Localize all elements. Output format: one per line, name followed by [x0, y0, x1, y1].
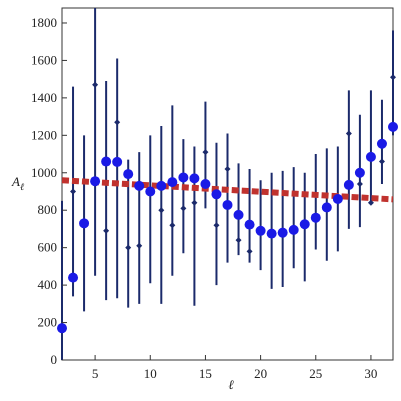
center-mark — [390, 74, 396, 81]
center-mark — [235, 237, 242, 244]
y-axis-title: Aℓ — [11, 174, 24, 193]
data-point — [388, 121, 398, 132]
data-point — [310, 212, 321, 223]
center-mark — [367, 199, 374, 206]
data-point — [57, 323, 67, 334]
data-point — [112, 156, 123, 167]
x-tick-label: 5 — [92, 366, 99, 381]
center-mark — [378, 158, 385, 165]
y-tick-label: 1800 — [31, 15, 57, 30]
y-tick-label: 800 — [38, 202, 58, 217]
center-mark — [191, 199, 198, 206]
center-mark — [136, 242, 143, 249]
data-point — [255, 225, 266, 236]
data-point — [145, 186, 156, 197]
data-point — [332, 193, 343, 204]
data-point — [156, 180, 167, 191]
x-axis-title: ℓ — [228, 377, 234, 392]
center-mark — [246, 248, 253, 255]
data-point — [343, 179, 354, 190]
data-point — [244, 219, 255, 230]
data-point — [277, 227, 288, 238]
y-tick-label: 600 — [38, 240, 58, 255]
y-axis-title-sub: ℓ — [20, 182, 24, 193]
error-bars — [61, 8, 394, 360]
data-point — [211, 189, 222, 200]
data-point — [134, 180, 145, 191]
data-point — [79, 218, 90, 229]
y-tick-label: 400 — [38, 277, 58, 292]
data-point — [266, 228, 277, 239]
y-tick-label: 1000 — [31, 165, 57, 180]
y-tick-label: 1600 — [31, 52, 57, 67]
data-point — [376, 138, 387, 149]
data-point — [299, 219, 310, 230]
center-mark — [92, 81, 99, 88]
x-tick-label: 20 — [254, 366, 267, 381]
data-point — [90, 176, 101, 187]
data-point — [189, 173, 200, 184]
center-mark — [345, 130, 352, 137]
data-point — [222, 199, 233, 210]
center-mark — [70, 188, 77, 195]
center-mark — [180, 205, 187, 212]
x-tick-label: 10 — [144, 366, 157, 381]
center-marks — [70, 74, 396, 255]
y-tick-label: 200 — [38, 315, 58, 330]
data-point — [101, 156, 112, 167]
data-point — [200, 179, 211, 189]
y-tick-label: 1200 — [31, 127, 57, 142]
x-tick-label: 15 — [199, 366, 212, 381]
plot-frame — [61, 7, 394, 361]
x-axis: 5 10 15 20 25 30 — [92, 355, 377, 381]
data-point — [233, 209, 244, 220]
data-point — [178, 172, 189, 183]
center-mark — [114, 119, 121, 126]
data-point — [123, 169, 134, 180]
data-point — [354, 167, 365, 178]
data-point — [365, 151, 376, 162]
y-tick-label: 1400 — [31, 90, 57, 105]
center-mark — [356, 181, 363, 187]
y-tick-label: 0 — [51, 352, 58, 367]
center-mark — [213, 222, 220, 229]
center-mark — [158, 207, 165, 214]
x-tick-label: 25 — [309, 366, 322, 381]
y-axis: 0 200 400 600 800 1000 1200 1400 1600 1800 — [31, 15, 67, 367]
data-point — [321, 202, 332, 213]
y-axis-title-main: A — [11, 174, 20, 189]
data-point — [68, 272, 79, 283]
center-mark — [125, 244, 132, 251]
center-mark — [224, 166, 231, 173]
data-point — [288, 224, 299, 235]
data-points — [57, 121, 398, 334]
x-tick-label: 30 — [364, 366, 377, 381]
plot-area — [61, 7, 394, 361]
center-mark — [169, 222, 176, 229]
data-point — [167, 177, 178, 188]
center-mark — [103, 227, 110, 234]
center-mark — [202, 149, 209, 156]
